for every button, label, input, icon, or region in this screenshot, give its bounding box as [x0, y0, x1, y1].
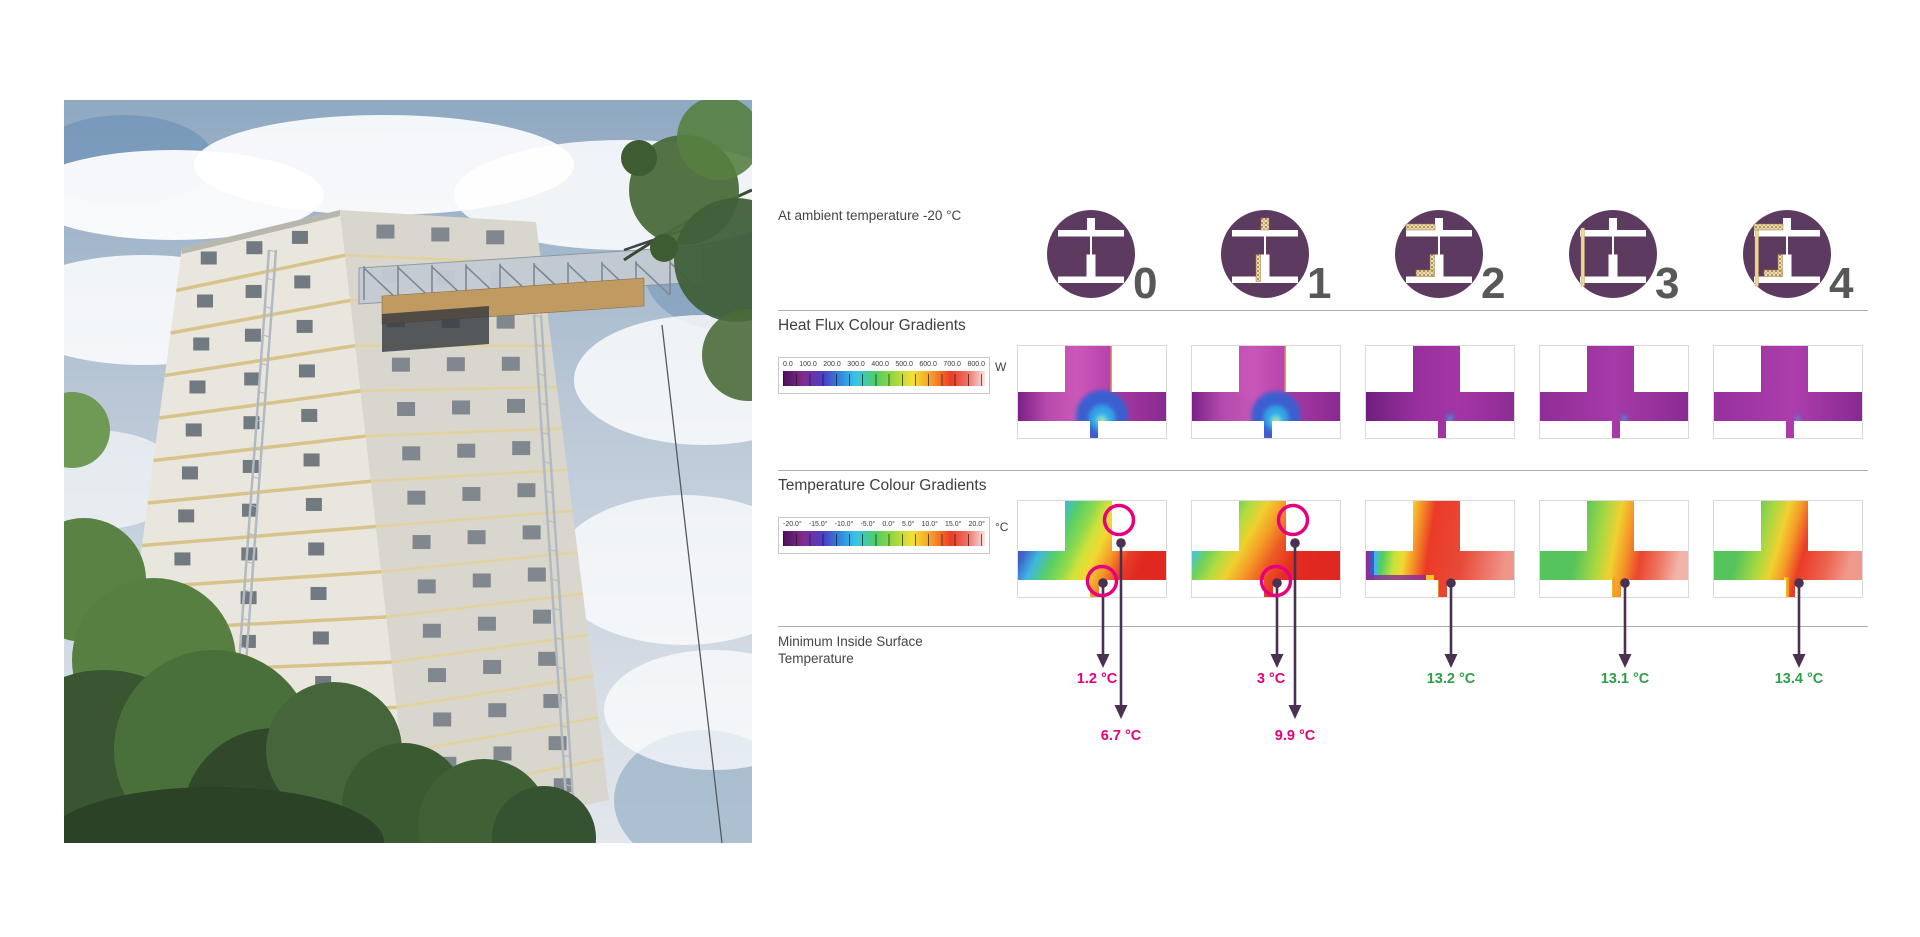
scale-tick-label: 200.0: [823, 361, 841, 368]
min-surface-title: Minimum Inside Surface Temperature: [778, 634, 923, 666]
temperature-image-0: [1017, 500, 1167, 598]
variant-number-0: 0: [1133, 259, 1158, 308]
scale-tick-label: 400.0: [871, 361, 889, 368]
scale-tick-label: 0.0: [783, 361, 793, 368]
scale-tick-label: 20.0°: [968, 521, 985, 528]
temperature-image-4: [1713, 500, 1863, 598]
ambient-temperature-note: At ambient temperature -20 °C: [778, 208, 962, 223]
min-temp-value-0-junction: 1.2 °C: [1076, 671, 1118, 687]
min-temp-value-1-junction: 3 °C: [1256, 671, 1286, 687]
heat-flux-section-title: Heat Flux Colour Gradients: [778, 317, 966, 334]
scale-tick-label: 800.0: [967, 361, 985, 368]
scale-tick-label: 500.0: [895, 361, 913, 368]
section-divider: [778, 310, 1868, 311]
scale-tick-label: 600.0: [919, 361, 937, 368]
scale-tick-label: 0.0°: [882, 521, 895, 528]
min-temp-value-1-surface: 9.9 °C: [1274, 728, 1316, 744]
section-divider: [778, 470, 1868, 471]
scale-tick-label: -5.0°: [860, 521, 876, 528]
construction-platform: [358, 206, 713, 352]
variant-icon-junction-insulated-wall-ends: [1221, 210, 1309, 298]
heat-flux-image-3: [1539, 345, 1689, 439]
min-temp-value-3: 13.1 °C: [1600, 671, 1650, 687]
section-divider: [778, 626, 1868, 627]
scale-tick-label: -15.0°: [808, 521, 828, 528]
variant-number-1: 1: [1307, 259, 1332, 308]
temperature-section-title: Temperature Colour Gradients: [778, 477, 987, 494]
heat-flux-colour-scale: 0.0 100.0 200.0 300.0 400.0 500.0 600.0 700.0 80…: [778, 357, 990, 394]
temperature-image-1: [1191, 500, 1341, 598]
variant-icon-junction-insulated-wall-and-slab: [1395, 210, 1483, 298]
temperature-scale-unit: °C: [995, 520, 1009, 534]
support-cable: [661, 324, 723, 844]
scale-tick-label: 300.0: [847, 361, 865, 368]
scale-tick-label: -20.0°: [783, 521, 802, 528]
variant-number-2: 2: [1481, 259, 1506, 308]
heat-flux-image-4: [1713, 345, 1863, 439]
heat-flux-image-0: [1017, 345, 1167, 439]
heat-flux-image-2: [1365, 345, 1515, 439]
min-temp-value-4: 13.4 °C: [1774, 671, 1824, 687]
temperature-image-2: [1365, 500, 1515, 598]
scale-tick-label: 10.0°: [921, 521, 938, 528]
variant-number-3: 3: [1655, 259, 1680, 308]
temperature-image-3: [1539, 500, 1689, 598]
scale-tick-label: 100.0: [799, 361, 817, 368]
heat-flux-scale-unit: W: [995, 360, 1007, 374]
heat-flux-image-1: [1191, 345, 1341, 439]
min-temp-value-0-surface: 6.7 °C: [1100, 728, 1142, 744]
scale-tick-label: 700.0: [943, 361, 961, 368]
variant-icon-junction-external-layer-plus-internal-insulation: [1743, 210, 1831, 298]
scale-tick-label: 5.0°: [901, 521, 915, 528]
scale-tick-label: -10.0°: [834, 521, 854, 528]
variant-icon-junction-uninsulated: [1047, 210, 1135, 298]
variant-number-4: 4: [1829, 259, 1854, 308]
variant-icon-junction-external-insulation-layer: [1569, 210, 1657, 298]
building-photo: [0, 96, 834, 912]
min-temp-value-2: 13.2 °C: [1426, 671, 1476, 687]
scale-tick-label: 15.0°: [945, 521, 962, 528]
temperature-colour-scale: -20.0° -15.0° -10.0° -5.0° 0.0° 5.0° 10.0° 15.0…: [778, 517, 990, 554]
